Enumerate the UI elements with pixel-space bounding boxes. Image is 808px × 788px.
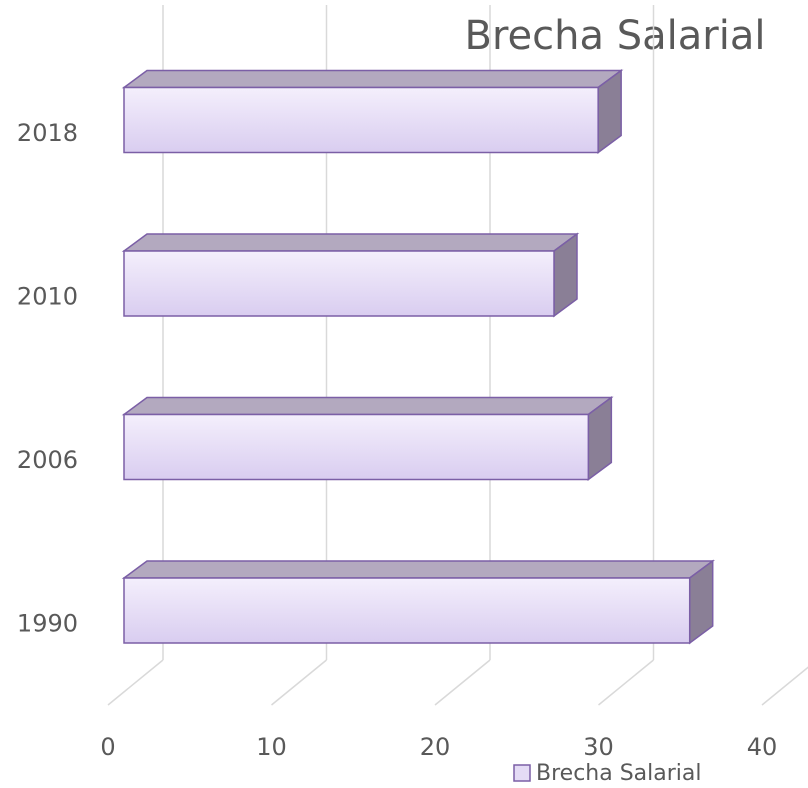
floor-grid-line	[761, 666, 808, 706]
bar-top	[121, 396, 614, 416]
bar-top	[121, 69, 624, 89]
y-tick-label: 2010	[17, 283, 78, 311]
bar-front	[123, 250, 555, 317]
y-tick-label: 1990	[17, 610, 78, 638]
x-tick-label: 10	[256, 733, 287, 761]
bar	[121, 69, 624, 154]
y-tick-label: 2006	[17, 446, 78, 474]
y-tick-label: 2018	[17, 119, 78, 147]
bar	[121, 232, 580, 318]
floor-grid-line	[271, 659, 327, 706]
bar	[121, 559, 715, 645]
bar-top	[121, 233, 580, 252]
x-tick-label: 40	[747, 733, 778, 761]
bar-top	[121, 560, 715, 579]
legend-label: Brecha Salarial	[536, 761, 702, 786]
bar-front	[123, 86, 599, 154]
x-tick-label: 30	[583, 733, 614, 761]
legend-swatch	[513, 764, 531, 782]
x-tick-label: 20	[420, 733, 451, 761]
bar-front	[123, 413, 590, 481]
floor-grid-line	[598, 659, 654, 706]
chart-title: Brecha Salarial	[465, 13, 766, 59]
bar	[121, 396, 614, 481]
floor-grid-line	[434, 659, 491, 706]
x-tick-label: 0	[100, 733, 115, 761]
bar-front	[123, 577, 691, 644]
floor-grid-line	[107, 659, 164, 706]
